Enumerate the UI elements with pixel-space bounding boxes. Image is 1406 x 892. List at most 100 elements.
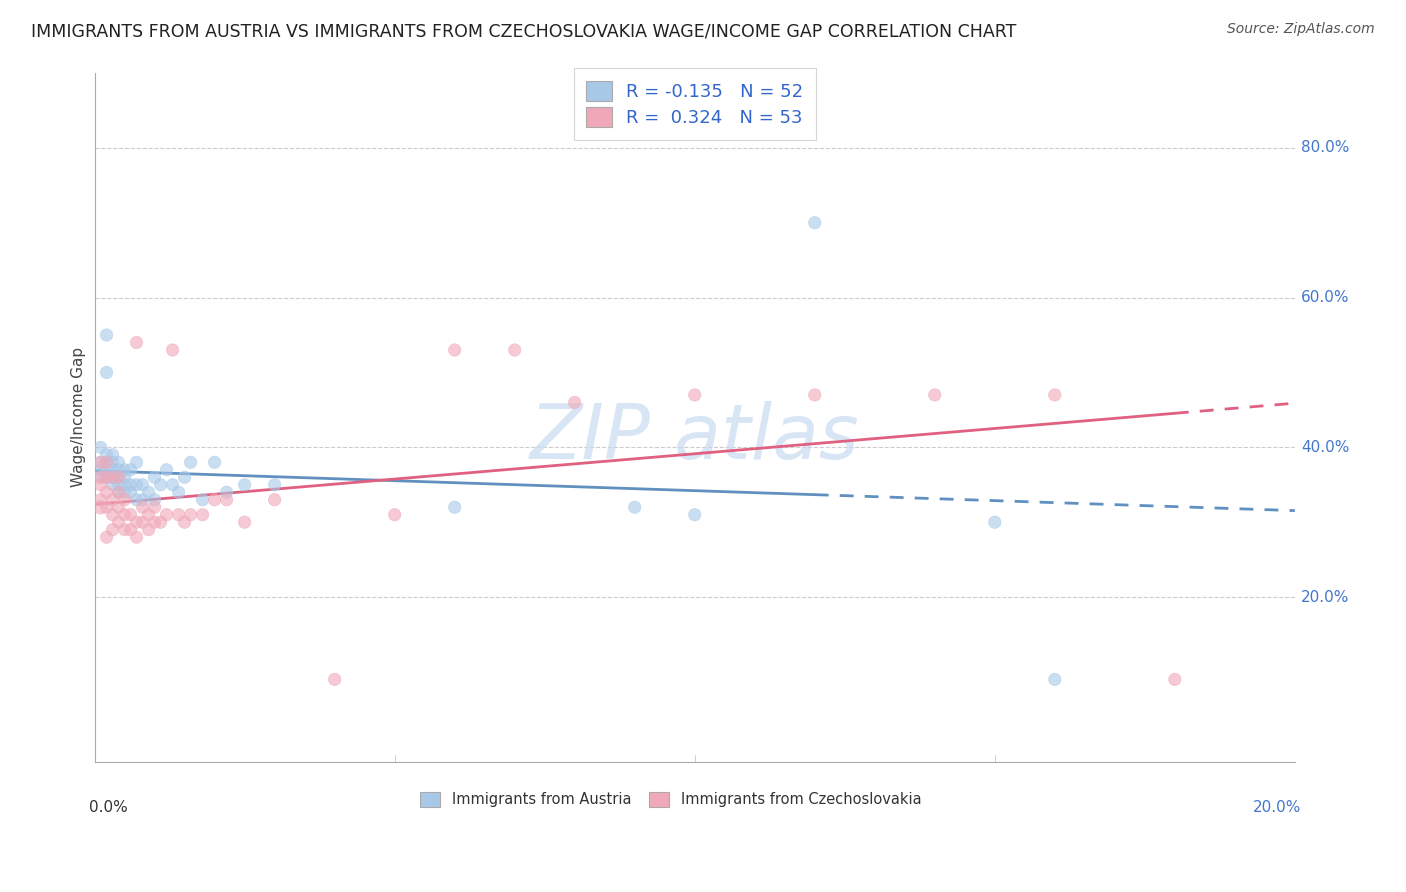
Point <box>623 500 645 515</box>
Point <box>120 485 142 500</box>
Point <box>263 477 285 491</box>
Text: 20.0%: 20.0% <box>1253 799 1301 814</box>
Point <box>114 492 136 507</box>
Point <box>90 463 112 477</box>
Point <box>162 477 184 491</box>
Text: 80.0%: 80.0% <box>1301 140 1350 155</box>
Point <box>107 455 129 469</box>
Point <box>149 515 172 529</box>
Point <box>107 463 129 477</box>
Legend: Immigrants from Austria, Immigrants from Czechoslovakia: Immigrants from Austria, Immigrants from… <box>413 786 928 813</box>
Point <box>101 463 124 477</box>
Point <box>443 500 465 515</box>
Point <box>138 523 160 537</box>
Point <box>803 216 825 230</box>
Point <box>114 463 136 477</box>
Point <box>101 523 124 537</box>
Text: 20.0%: 20.0% <box>1301 590 1350 605</box>
Point <box>233 515 256 529</box>
Point <box>96 328 118 343</box>
Point <box>143 500 166 515</box>
Point <box>683 508 706 522</box>
Point <box>96 470 118 484</box>
Point <box>96 530 118 544</box>
Point <box>143 470 166 484</box>
Point <box>114 470 136 484</box>
Point <box>107 485 129 500</box>
Point <box>803 388 825 402</box>
Point <box>180 455 202 469</box>
Point <box>96 366 118 380</box>
Point <box>90 470 112 484</box>
Point <box>114 485 136 500</box>
Point <box>204 455 226 469</box>
Point <box>263 492 285 507</box>
Point <box>683 388 706 402</box>
Point <box>1043 388 1066 402</box>
Point <box>984 515 1007 529</box>
Point <box>384 508 406 522</box>
Point <box>107 477 129 491</box>
Point <box>155 508 177 522</box>
Point <box>101 477 124 491</box>
Point <box>191 508 214 522</box>
Point <box>173 515 195 529</box>
Point <box>101 448 124 462</box>
Text: ZIP atlas: ZIP atlas <box>530 401 859 475</box>
Point <box>138 508 160 522</box>
Point <box>564 395 586 409</box>
Point <box>138 485 160 500</box>
Point <box>323 673 346 687</box>
Point <box>125 492 148 507</box>
Point <box>96 500 118 515</box>
Text: IMMIGRANTS FROM AUSTRIA VS IMMIGRANTS FROM CZECHOSLOVAKIA WAGE/INCOME GAP CORREL: IMMIGRANTS FROM AUSTRIA VS IMMIGRANTS FR… <box>31 22 1017 40</box>
Text: 40.0%: 40.0% <box>1301 440 1350 455</box>
Point <box>90 470 112 484</box>
Point <box>101 470 124 484</box>
Point <box>107 500 129 515</box>
Point <box>107 485 129 500</box>
Point <box>96 470 118 484</box>
Point <box>204 492 226 507</box>
Point <box>143 492 166 507</box>
Point <box>96 463 118 477</box>
Point <box>107 515 129 529</box>
Point <box>125 477 148 491</box>
Point <box>101 508 124 522</box>
Point <box>149 477 172 491</box>
Point <box>90 500 112 515</box>
Point <box>120 523 142 537</box>
Point <box>180 508 202 522</box>
Point <box>155 463 177 477</box>
Point <box>114 508 136 522</box>
Point <box>173 470 195 484</box>
Point <box>114 477 136 491</box>
Point <box>162 343 184 357</box>
Y-axis label: Wage/Income Gap: Wage/Income Gap <box>72 347 86 487</box>
Text: 0.0%: 0.0% <box>89 799 128 814</box>
Point <box>90 477 112 491</box>
Point <box>131 492 153 507</box>
Point <box>1164 673 1187 687</box>
Point <box>114 523 136 537</box>
Point <box>125 515 148 529</box>
Point <box>101 455 124 469</box>
Point <box>90 455 112 469</box>
Point <box>101 470 124 484</box>
Point <box>191 492 214 507</box>
Point <box>90 455 112 469</box>
Text: Source: ZipAtlas.com: Source: ZipAtlas.com <box>1227 22 1375 37</box>
Point <box>96 485 118 500</box>
Point <box>101 492 124 507</box>
Point <box>120 463 142 477</box>
Point <box>125 335 148 350</box>
Point <box>233 477 256 491</box>
Point <box>215 492 238 507</box>
Point <box>215 485 238 500</box>
Point <box>131 500 153 515</box>
Point <box>924 388 946 402</box>
Point <box>120 477 142 491</box>
Point <box>1043 673 1066 687</box>
Point <box>131 477 153 491</box>
Point <box>503 343 526 357</box>
